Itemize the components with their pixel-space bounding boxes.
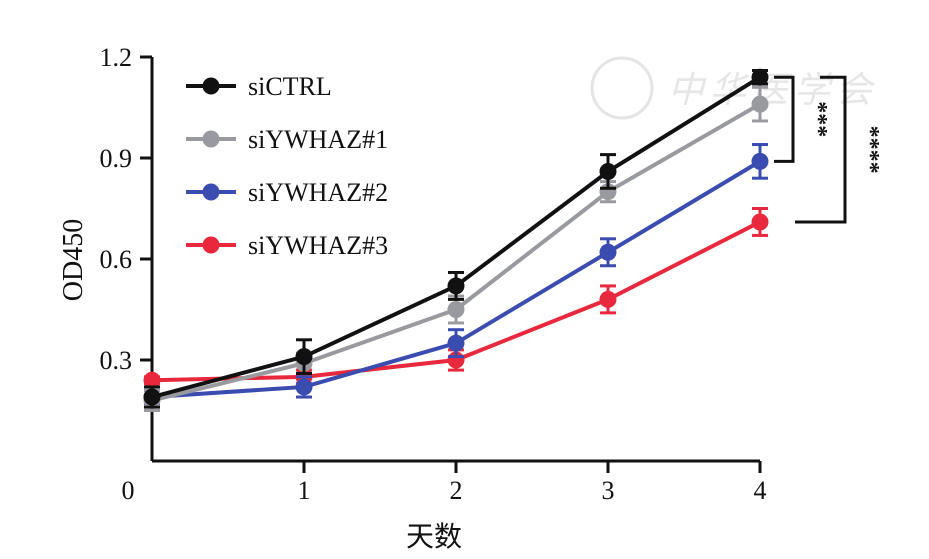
data-point bbox=[447, 301, 465, 318]
y-tick-label: 0.9 bbox=[100, 144, 133, 173]
data-point bbox=[447, 277, 465, 295]
y-axis-label: OD450 bbox=[58, 219, 89, 301]
data-point bbox=[751, 95, 769, 113]
x-tick-label: 1 bbox=[298, 476, 311, 505]
data-point bbox=[751, 152, 769, 170]
x-axis-label: 天数 bbox=[406, 521, 462, 553]
legend-label: siCTRL bbox=[248, 72, 332, 101]
watermark-text: 中华医学会 bbox=[668, 70, 878, 110]
legend-marker bbox=[202, 130, 220, 148]
legend-label: siYWHAZ#2 bbox=[248, 178, 388, 207]
legend-marker bbox=[202, 77, 220, 95]
data-point bbox=[143, 388, 161, 406]
legend-label: siYWHAZ#1 bbox=[248, 125, 388, 154]
data-point bbox=[447, 334, 465, 352]
x-tick-label: 2 bbox=[450, 476, 463, 505]
legend-marker bbox=[202, 236, 220, 254]
x-tick-label: 4 bbox=[754, 476, 767, 505]
data-point bbox=[295, 348, 313, 366]
significance-bracket bbox=[795, 75, 847, 224]
data-point bbox=[751, 68, 769, 86]
data-point bbox=[599, 243, 617, 261]
data-point bbox=[599, 162, 617, 180]
significance-label: **** bbox=[857, 126, 883, 174]
data-point bbox=[295, 378, 313, 396]
data-point bbox=[143, 371, 161, 389]
data-point bbox=[751, 213, 769, 231]
watermark-seal-icon bbox=[590, 56, 654, 120]
y-tick-label: 0.6 bbox=[100, 245, 133, 274]
significance-bracket bbox=[774, 75, 795, 163]
data-point bbox=[599, 290, 617, 308]
x-tick-label: 0 bbox=[122, 476, 135, 505]
legend-marker bbox=[202, 183, 220, 201]
legend-label: siYWHAZ#3 bbox=[248, 231, 388, 260]
x-tick-label: 3 bbox=[602, 476, 615, 505]
significance-label: *** bbox=[805, 101, 831, 137]
y-tick-label: 0.3 bbox=[100, 346, 133, 375]
y-tick-label: 1.2 bbox=[100, 43, 133, 72]
